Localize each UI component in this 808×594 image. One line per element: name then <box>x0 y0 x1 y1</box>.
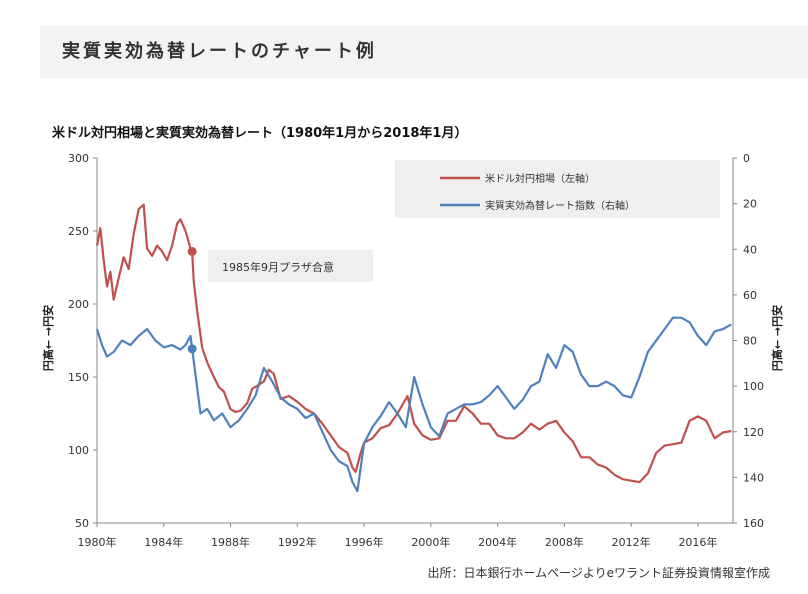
y-right-tick-label: 120 <box>743 426 764 439</box>
x-tick-label: 1996年 <box>345 535 384 549</box>
y-right-tick-label: 20 <box>743 198 757 211</box>
y-right-tick-label: 80 <box>743 335 757 348</box>
x-tick-label: 1992年 <box>278 535 317 549</box>
y-axis-label-left: 円高← →円安 <box>41 305 55 371</box>
y-left-tick-label: 100 <box>68 444 89 457</box>
x-tick-label: 2004年 <box>478 535 517 549</box>
y-right-tick-label: 140 <box>743 471 764 484</box>
y-right-tick-label: 60 <box>743 289 757 302</box>
x-tick-label: 2016年 <box>678 535 717 549</box>
y-left-tick-label: 250 <box>68 225 89 238</box>
y-left-tick-label: 300 <box>68 152 89 165</box>
series-line-usd-jpy <box>95 203 732 484</box>
legend-label-usd-jpy: 米ドル対円相場（左軸） <box>485 172 595 185</box>
y-left-tick-label: 150 <box>68 371 89 384</box>
y-axis-label-right: 円高← →円安 <box>770 305 784 371</box>
x-tick-label: 2008年 <box>545 535 584 549</box>
plaza-marker-usd-jpy <box>187 246 197 256</box>
y-right-tick-label: 160 <box>743 517 764 530</box>
x-tick-label: 2012年 <box>612 535 651 549</box>
series-line-reer <box>95 316 732 493</box>
y-right-tick-label: 100 <box>743 380 764 393</box>
chart-title: 米ドル対円相場と実質実効為替レート（1980年1月から2018年1月） <box>52 126 468 141</box>
source-note: 出所：日本銀行ホームページよりeワラント証券投資情報室作成 <box>427 566 770 580</box>
y-right-tick-label: 0 <box>743 152 750 165</box>
annotation-box <box>208 250 373 282</box>
legend-box <box>395 160 720 218</box>
plaza-marker-reer <box>187 344 197 354</box>
x-tick-label: 2000年 <box>411 535 450 549</box>
legend-item-reer: 実質実効為替レート指数（右軸） <box>440 199 635 212</box>
y-left-tick-label: 50 <box>75 517 89 530</box>
y-right-tick-label: 40 <box>743 243 757 256</box>
page-title: 実質実効為替レートのチャート例 <box>62 41 377 62</box>
annotation-label: 1985年9月プラザ合意 <box>222 260 334 274</box>
header-band <box>40 26 808 78</box>
legend-item-usd-jpy: 米ドル対円相場（左軸） <box>440 172 595 185</box>
x-tick-label: 1988年 <box>211 535 250 549</box>
y-left-tick-label: 200 <box>68 298 89 311</box>
x-tick-label: 1984年 <box>144 535 183 549</box>
x-tick-label: 1980年 <box>78 535 117 549</box>
legend-label-reer: 実質実効為替レート指数（右軸） <box>485 199 635 212</box>
